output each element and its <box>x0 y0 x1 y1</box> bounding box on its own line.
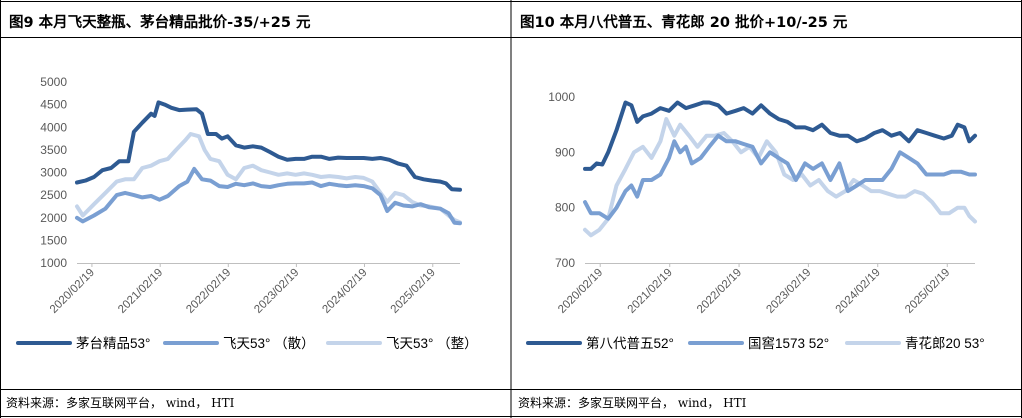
chart-wuliangye-qinghualang-price: 700 800 900 1000 2020/02/19 2021/02/19 2022/02… <box>526 90 985 351</box>
series-line-1 <box>75 100 462 192</box>
x-tick-label: 2024/02/19 <box>320 267 369 316</box>
y-tick-label: 900 <box>555 145 575 159</box>
y-tick-label: 4500 <box>40 98 67 112</box>
legend-label-3: 飞天53° （整） <box>386 336 478 351</box>
chart-maotai-batch-price: 1000 1500 2000 2500 3000 3500 4000 4500 5000 2020… <box>16 75 478 351</box>
series-line-2 <box>75 166 462 226</box>
y-tick-label: 3000 <box>40 166 67 180</box>
source-note-left: 资料来源：多家互联网平台， wind， HTI <box>6 396 235 410</box>
y-tick-label: 1000 <box>40 256 67 270</box>
x-tick-label: 2021/02/19 <box>626 267 675 316</box>
series-line-3 <box>583 117 977 238</box>
legend-label-2: 飞天53° （散） <box>223 336 315 351</box>
y-tick-label: 800 <box>555 201 575 215</box>
y-tick-label: 5000 <box>40 75 67 89</box>
y-tick-label: 3500 <box>40 143 67 157</box>
x-tick-label: 2022/02/19 <box>695 267 744 316</box>
y-tick-label: 2500 <box>40 188 67 202</box>
legend-label-2: 国窖1573 52° <box>748 335 829 351</box>
legend-label-1: 第八代普五52° <box>586 335 674 351</box>
x-tick-label: 2020/02/19 <box>48 267 97 316</box>
panel-title-right: 图10 本月八代普五、青花郎 20 批价+10/-25 元 <box>520 15 848 31</box>
x-tick-label: 2024/02/19 <box>834 267 883 316</box>
panel-title-left: 图9 本月飞天整瓶、茅台精品批价-35/+25 元 <box>9 15 311 31</box>
y-tick-label: 4000 <box>40 120 67 134</box>
series-line-3 <box>75 132 462 225</box>
x-tick-label: 2023/02/19 <box>764 267 813 316</box>
series-line-2 <box>583 133 977 221</box>
y-tick-label: 2000 <box>40 211 67 225</box>
y-tick-label: 1000 <box>548 90 575 104</box>
x-tick-label: 2020/02/19 <box>556 267 605 316</box>
y-tick-label: 700 <box>555 256 575 270</box>
x-tick-label: 2021/02/19 <box>116 267 165 316</box>
x-tick-label: 2025/02/19 <box>389 267 438 316</box>
legend-label-1: 茅台精品53° <box>76 336 150 351</box>
x-tick-label: 2023/02/19 <box>252 267 301 316</box>
x-tick-label: 2025/02/19 <box>903 267 952 316</box>
y-tick-label: 1500 <box>40 233 67 247</box>
source-note-right: 资料来源：多家互联网平台， wind， HTI <box>518 396 747 410</box>
series-line-1 <box>583 100 977 171</box>
legend-label-3: 青花郎20 53° <box>905 336 985 351</box>
x-tick-label: 2022/02/19 <box>184 267 233 316</box>
